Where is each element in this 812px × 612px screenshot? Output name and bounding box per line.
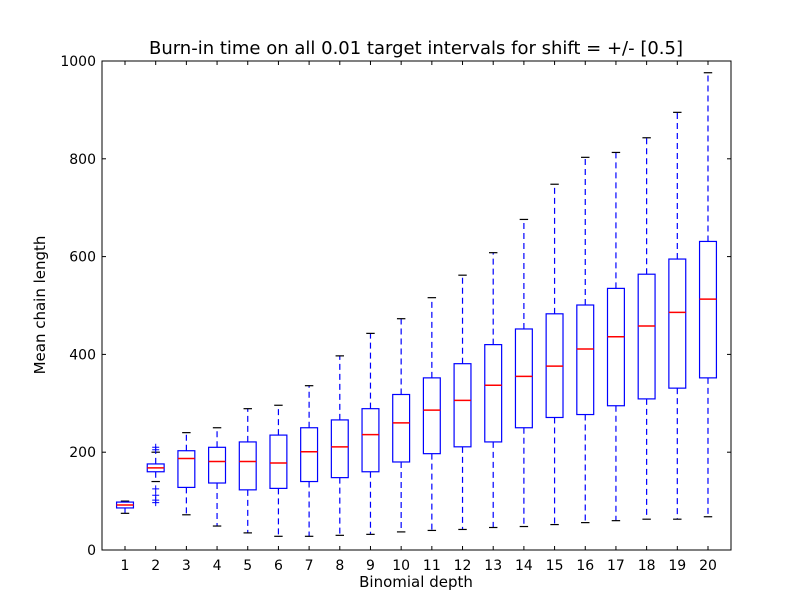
y-tick-label-0: 0	[87, 543, 96, 559]
box-5-iqr-box	[238, 441, 257, 491]
box-17-iqr-box	[606, 287, 625, 407]
plot-area: 1 2 3 4 5 6 7 8 9 10 11 12 13 14 15 16 17 18 19 20020040060…	[60, 54, 731, 574]
x-tick-label-6: 6	[274, 558, 283, 574]
x-tick-label-17: 17	[607, 558, 625, 574]
y-tick-label-400: 400	[69, 347, 96, 363]
x-tick-label-10: 10	[392, 558, 410, 574]
x-tick-label-4: 4	[213, 558, 222, 574]
box-7-iqr-box	[300, 427, 319, 483]
x-tick-label-16: 16	[576, 558, 594, 574]
box-13-iqr-box	[484, 344, 503, 443]
chart-title: Burn-in time on all 0.01 target interval…	[149, 38, 683, 59]
x-tick-label-15: 15	[546, 558, 564, 574]
box-19-iqr-box	[668, 258, 687, 389]
x-tick-label-20: 20	[699, 558, 717, 574]
box-9-iqr-box	[361, 408, 380, 473]
axes-frame	[101, 60, 732, 551]
box-6-iqr-box	[269, 434, 288, 489]
box-20-iqr-box	[698, 240, 718, 379]
x-tick-label-2: 2	[151, 558, 160, 574]
box-2-outlier-3	[152, 485, 160, 493]
box-2-outlier-5	[152, 443, 160, 451]
x-tick-label-3: 3	[182, 558, 191, 574]
box-8-iqr-box	[330, 419, 349, 479]
y-tick-label-200: 200	[69, 445, 96, 461]
box-3-iqr-box	[177, 450, 196, 489]
box-16-iqr-box	[576, 304, 595, 416]
y-tick-label-1000: 1000	[60, 54, 96, 70]
x-tick-label-8: 8	[335, 558, 344, 574]
y-tick-label-600: 600	[69, 250, 96, 266]
x-tick-label-9: 9	[366, 558, 375, 574]
box-14-iqr-box	[514, 328, 533, 429]
x-tick-label-12: 12	[454, 558, 472, 574]
x-tick-label-1: 1	[121, 558, 130, 574]
x-tick-label-14: 14	[515, 558, 533, 574]
x-tick-label-11: 11	[423, 558, 441, 574]
x-tick-label-19: 19	[668, 558, 686, 574]
x-tick-label-5: 5	[243, 558, 252, 574]
x-axis-label: Binomial depth	[359, 573, 473, 591]
box-10-iqr-box	[392, 393, 411, 463]
box-12-iqr-box	[453, 363, 472, 448]
y-axis-label: Mean chain length	[31, 236, 49, 375]
x-tick-label-7: 7	[305, 558, 314, 574]
box-2-outlier-2	[152, 491, 160, 499]
y-tick-label-800: 800	[69, 152, 96, 168]
box-4-iqr-box	[208, 446, 227, 484]
box-18-iqr-box	[637, 273, 656, 400]
box-11-iqr-box	[422, 377, 441, 455]
x-tick-label-18: 18	[638, 558, 656, 574]
x-tick-label-13: 13	[484, 558, 502, 574]
